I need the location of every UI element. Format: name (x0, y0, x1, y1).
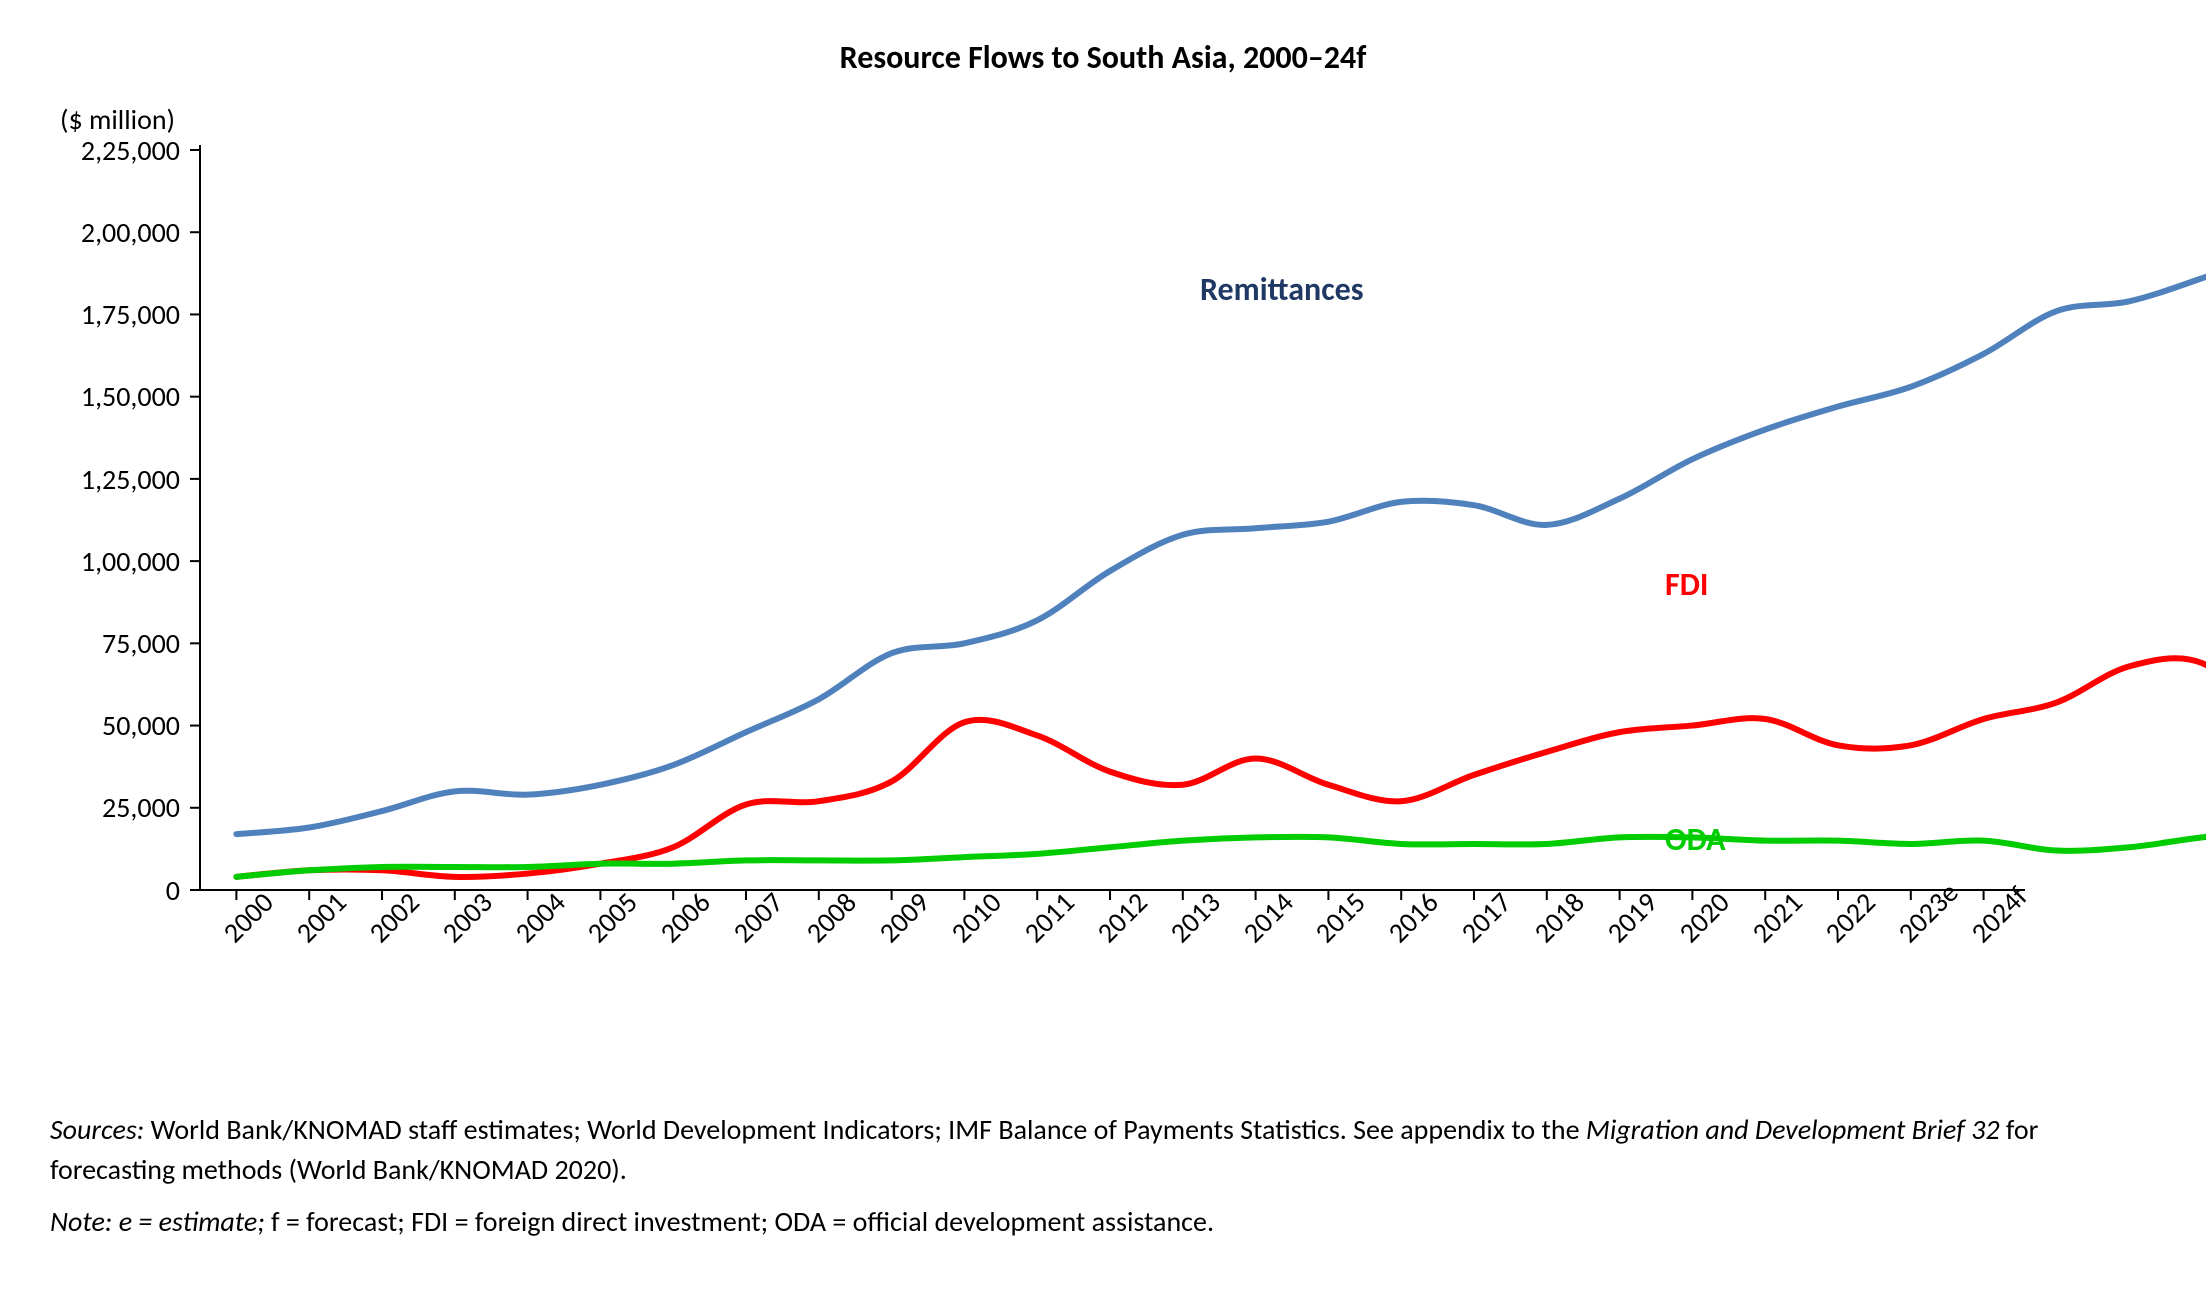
footnote-line: Sources: World Bank/KNOMAD staff estimat… (50, 1110, 2140, 1190)
chart-plot (0, 0, 2206, 1292)
chart-page: { "chart": { "type": "line", "title": "R… (0, 0, 2206, 1292)
footnote-italic: Note: e = estimate; (50, 1204, 265, 1239)
footnote-text: f = forecast; FDI = foreign direct inves… (265, 1204, 1214, 1239)
footnote-text: World Bank/KNOMAD staff estimates; World… (151, 1112, 1586, 1147)
series-line-oda (236, 830, 2206, 877)
footnote-italic: Sources: (50, 1112, 151, 1147)
footnote-line: Note: e = estimate; f = forecast; FDI = … (50, 1202, 2140, 1242)
footnotes: Sources: World Bank/KNOMAD staff estimat… (50, 1110, 2140, 1242)
footnote-italic: Migration and Development Brief 32 (1586, 1112, 2000, 1147)
